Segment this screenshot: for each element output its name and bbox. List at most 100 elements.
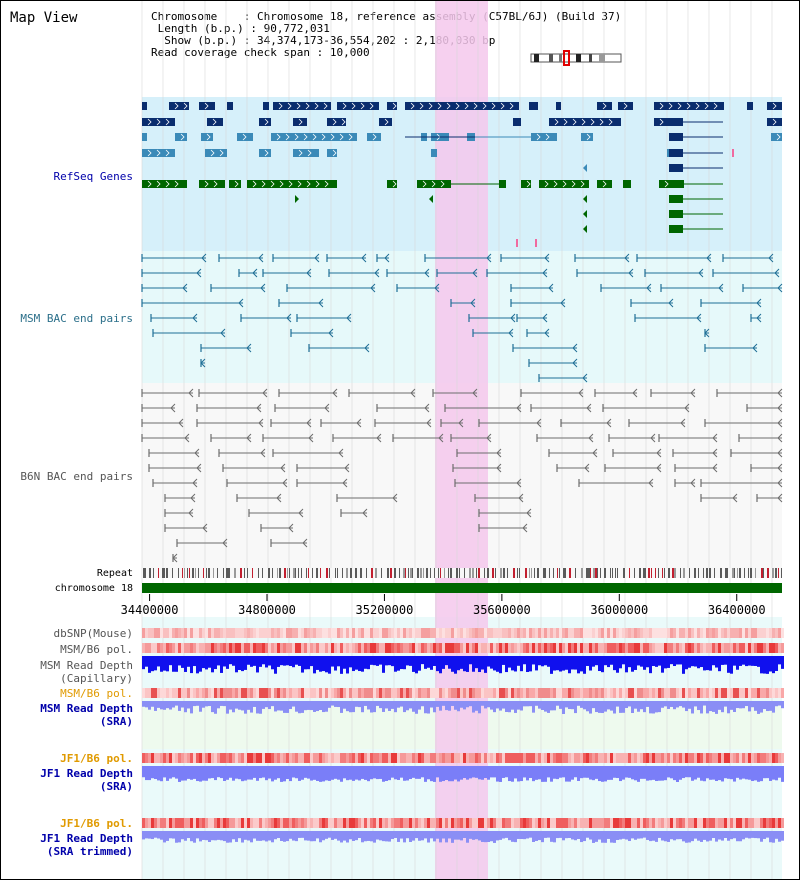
msm-b6-pol-cell [778, 643, 781, 653]
repeat-element [744, 568, 745, 578]
refseq-strand-chevron [431, 180, 436, 188]
jf1-b6-pol-2-cell [448, 818, 451, 828]
repeat-element [293, 568, 295, 578]
refseq-strand-chevron [351, 102, 356, 110]
msm-b6-pol-2-cell [475, 688, 478, 698]
msm-depth-sra-bar [679, 701, 682, 707]
repeat-element [326, 568, 328, 578]
jf1-b6-pol-cell [508, 753, 511, 763]
jf1-b6-pol-2-cell [376, 818, 379, 828]
jf1-depth-trim-bar [427, 831, 430, 843]
msm-depth-sra-bar [448, 701, 451, 711]
msm-depth-capillary-bar [406, 656, 409, 666]
jf1-b6-pol-cell [544, 753, 547, 763]
jf1-depth-trim-bar [280, 831, 283, 841]
jf1-depth-trim-bar [775, 831, 778, 839]
msm-depth-capillary-bar [190, 656, 193, 674]
msm-depth-capillary-bar [529, 656, 532, 672]
jf1-b6-pol-2-cell [484, 818, 487, 828]
msm-depth-sra-bar [214, 701, 217, 714]
msm-b6-pol-cell [433, 643, 436, 653]
refseq-strand-chevron [297, 180, 302, 188]
msm-depth-sra-bar [352, 701, 355, 713]
jf1-depth-sra-bar [373, 766, 376, 779]
dbsnp-cell [247, 628, 250, 638]
msm-depth-sra-label: MSM Read Depth (SRA) [40, 702, 133, 728]
refseq-genes-track[interactable] [142, 102, 782, 247]
b6n-bac-track[interactable] [141, 388, 783, 563]
dbsnp-label: dbSNP(Mouse) [53, 627, 133, 640]
msm-depth-capillary-bar [322, 656, 325, 672]
refseq-label[interactable]: RefSeq Genes [53, 170, 133, 183]
jf1-depth-trim-bar [703, 831, 706, 840]
msm-bac-pair-end [252, 268, 258, 278]
highlight-region[interactable] [435, 1, 488, 879]
jf1-b6-pol-2-cell [181, 818, 184, 828]
jf1-depth-trim-bar [232, 831, 235, 840]
msm-b6-pol-2-cell [151, 688, 154, 698]
msm-depth-capillary-bar [637, 656, 640, 666]
msm-depth-sra-bar [676, 701, 679, 708]
jf1-depth-sra-bar [259, 766, 262, 779]
msm-depth-capillary-bar [571, 656, 574, 670]
refseq-strand-chevron [323, 102, 328, 110]
b6n-bac-pair-end [588, 433, 594, 443]
repeat-element [623, 568, 625, 578]
msm-bac-pair-end [624, 253, 630, 263]
jf1-b6-pol-cell [595, 753, 598, 763]
msm-depth-sra-bar [727, 701, 730, 714]
chromosome-ideogram[interactable] [530, 50, 622, 66]
jf1-b6-pol-2-cell [760, 818, 763, 828]
jf1-b6-pol-2-cell [202, 818, 205, 828]
jf1-depth-sra-bar [478, 766, 481, 780]
jf1-depth-sra-bar [388, 766, 391, 781]
msm-b6-pol-cell [730, 643, 733, 653]
dbsnp-cell [613, 628, 616, 638]
refseq-strand-chevron [410, 102, 415, 110]
msm-b6-pol-2-cell [301, 688, 304, 698]
msm-bac-track[interactable] [141, 253, 783, 383]
msm-depth-sra-bar [775, 701, 778, 707]
msm-bac-pair-end [628, 268, 634, 278]
msm-depth-capillary-bar [163, 656, 166, 671]
msm-depth-capillary-bar [169, 656, 172, 666]
repeat-element [709, 568, 711, 578]
msm-depth-sra-bar [265, 701, 268, 708]
b6n-bac-pair-end [426, 418, 432, 428]
jf1-b6-pol-2-cell [583, 818, 586, 828]
msm-b6-pol-cell [166, 643, 169, 653]
dbsnp-cell [706, 628, 709, 638]
repeat-element [244, 568, 245, 578]
msm-bac-label[interactable]: MSM BAC end pairs [20, 312, 133, 325]
refseq-strand-chevron [298, 149, 303, 157]
jf1-depth-sra-bar [334, 766, 337, 779]
dbsnp-cell [343, 628, 346, 638]
jf1-b6-pol-cell [412, 753, 415, 763]
coverage-key: Read coverage check span [151, 46, 310, 59]
msm-b6-pol-cell [658, 643, 661, 653]
repeat-element [366, 568, 367, 578]
refseq-strand-chevron [360, 102, 365, 110]
msm-b6-pol-2-cell [532, 688, 535, 698]
msm-b6-pol-cell [472, 643, 475, 653]
jf1-depth-trim-bar [439, 831, 442, 843]
msm-bac-pair-end [346, 313, 352, 323]
jf1-b6-pol-cell [541, 753, 544, 763]
msm-depth-capillary-bar [670, 656, 673, 665]
repeat-element [615, 568, 616, 578]
msm-b6-pol-cell [199, 643, 202, 653]
jf1-depth-trim-bar [304, 831, 307, 841]
jf1-b6-pol-2-cell [178, 818, 181, 828]
refseq-strand-chevron [315, 180, 320, 188]
msm-b6-pol-cell [289, 643, 292, 653]
refseq-strand-chevron [455, 102, 460, 110]
msm-depth-sra-bar [589, 701, 592, 714]
refseq-strand-chevron [294, 133, 299, 141]
b6n-bac-label[interactable]: B6N BAC end pairs [20, 470, 133, 483]
msm-b6-pol-cell [682, 643, 685, 653]
msm-b6-pol-2-cell [634, 688, 637, 698]
jf1-b6-pol-cell [391, 753, 394, 763]
msm-b6-pol-2-cell [604, 688, 607, 698]
msm-depth-capillary-bar [277, 656, 280, 667]
